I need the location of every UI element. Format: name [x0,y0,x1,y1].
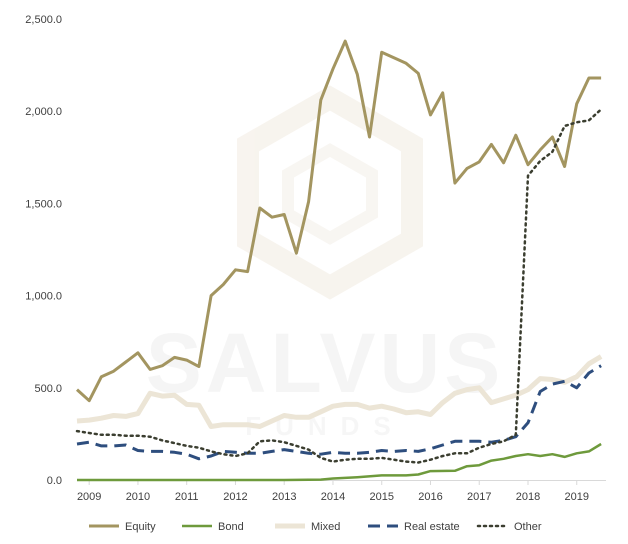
y-tick-label: 2,000.0 [25,106,62,118]
x-tick-label: 2011 [175,491,199,503]
series-line-mixed [76,354,603,429]
x-axis-ticks: 2009 2010 2011 2012 2013 2014 2015 2016 2017 2018… [77,480,589,503]
y-tick-label: 2,500.0 [25,14,62,26]
x-tick-label: 2014 [321,491,345,503]
legend-label-bond: Bond [218,521,244,533]
series-line-equity [75,39,602,403]
series-line-real-estate [76,364,602,461]
series-lines [75,39,603,482]
x-tick-label: 2013 [272,491,296,503]
y-tick-label: 1,500.0 [25,198,62,210]
y-tick-label: 0.0 [47,475,62,487]
watermark-hexagon-inner [282,143,378,245]
x-tick-label: 2009 [77,491,101,503]
x-tick-label: 2019 [565,491,589,503]
series-line-bond [77,442,602,482]
legend: Equity Bond Mixed Real estate Other [89,521,542,533]
watermark-subtitle: FUNDS [245,411,405,441]
legend-label-real-estate: Real estate [404,521,460,533]
x-tick-label: 2012 [223,491,247,503]
x-tick-label: 2017 [467,491,491,503]
x-tick-label: 2016 [418,491,442,503]
y-tick-label: 500.0 [34,383,62,395]
x-tick-label: 2018 [516,491,540,503]
legend-label-equity: Equity [125,521,156,533]
legend-label-other: Other [514,521,542,533]
x-tick-label: 2015 [369,491,393,503]
watermark-hexagon [237,85,423,300]
x-tick-label: 2010 [126,491,150,503]
y-axis-ticks: 0.0 500.0 1,000.0 1,500.0 2,000.0 2,500.0 [25,14,62,487]
y-tick-label: 1,000.0 [25,291,62,303]
legend-label-mixed: Mixed [311,521,340,533]
